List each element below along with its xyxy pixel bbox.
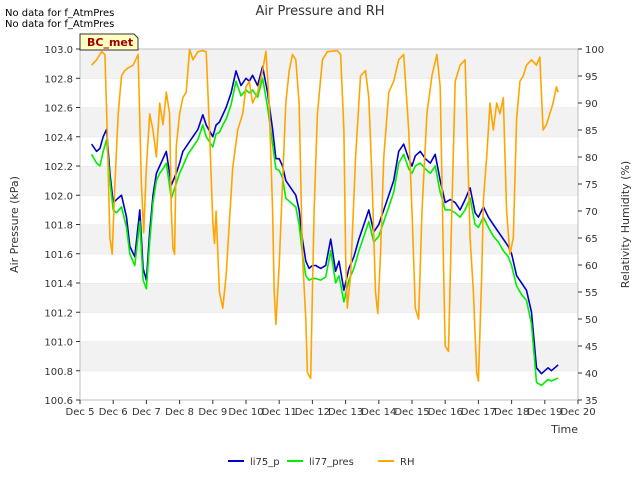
x-tick-label: Dec 15 <box>394 407 429 418</box>
y2-tick-label: 85 <box>585 126 598 137</box>
x-tick-label: Dec 13 <box>328 407 363 418</box>
x-tick-label: Dec 18 <box>494 407 529 418</box>
no-data-notice: No data for f_AtmPres <box>5 8 115 19</box>
y2-tick-label: 50 <box>585 315 598 326</box>
y-tick-label: 101.6 <box>44 250 73 261</box>
chart-title: Air Pressure and RH <box>255 4 384 19</box>
grid-band <box>80 78 578 108</box>
y2-tick-label: 65 <box>585 234 598 245</box>
y2-tick-label: 35 <box>585 396 598 407</box>
grid-band <box>80 283 578 313</box>
legend-label: RH <box>400 457 414 468</box>
series-line-RH <box>91 48 559 382</box>
grid-band <box>80 341 578 371</box>
x-tick-label: Dec 9 <box>198 407 227 418</box>
x-tick-label: Dec 14 <box>361 407 396 418</box>
series-line-li77_pres <box>90 77 559 387</box>
y-tick-label: 102.6 <box>44 104 73 115</box>
y-tick-label: 100.6 <box>44 396 73 407</box>
y2-tick-label: 75 <box>585 180 598 191</box>
grid-band <box>80 370 578 400</box>
y-tick-label: 102.2 <box>44 162 73 173</box>
grid-band <box>80 312 578 342</box>
y-tick-label: 102.4 <box>44 133 73 144</box>
y2-tick-label: 45 <box>585 342 598 353</box>
legend: li75_p li77_pres RH <box>228 457 414 468</box>
y-tick-label: 102.0 <box>44 191 73 202</box>
grid-band <box>80 195 578 225</box>
y-axis-label: Air Pressure (kPa) <box>8 176 21 273</box>
y-tick-label: 102.8 <box>44 74 73 85</box>
y2-tick-label: 60 <box>585 261 598 272</box>
legend-label: li77_pres <box>309 457 354 468</box>
y2-tick-label: 100 <box>585 45 604 56</box>
y-tick-label: 103.0 <box>44 45 73 56</box>
x-tick-label: Dec 10 <box>228 407 263 418</box>
x-tick-label: Dec 16 <box>428 407 463 418</box>
y2-tick-label: 90 <box>585 99 598 110</box>
y2-axis-ticks: 35 40 45 50 55 60 65 70 75 80 85 90 95 100 <box>578 45 604 407</box>
no-data-notice: No data for f_AtmPres <box>5 19 115 30</box>
grid-band <box>80 136 578 166</box>
y2-tick-label: 95 <box>585 72 598 83</box>
x-tick-label: Dec 11 <box>262 407 297 418</box>
y2-tick-label: 40 <box>585 369 598 380</box>
y2-tick-label: 55 <box>585 288 598 299</box>
y-tick-label: 101.4 <box>44 279 73 290</box>
x-tick-label: Dec 20 <box>560 407 595 418</box>
grid-band <box>80 166 578 196</box>
x-tick-label: Dec 6 <box>99 407 128 418</box>
x-tick-label: Dec 17 <box>461 407 496 418</box>
y-axis-ticks: 100.6 100.8 101.0 101.2 101.4 101.6 101.8 102.0… <box>44 45 80 407</box>
y-tick-label: 100.8 <box>44 367 73 378</box>
y-tick-label: 101.0 <box>44 338 73 349</box>
y2-axis-label: Relativity Humidity (%) <box>619 161 632 288</box>
site-badge: BC_met <box>79 33 139 51</box>
site-badge-label: BC_met <box>87 36 133 49</box>
series-line-li75_p <box>90 65 559 375</box>
y-tick-label: 101.2 <box>44 308 73 319</box>
y2-tick-label: 80 <box>585 153 598 164</box>
x-tick-label: Dec 12 <box>295 407 330 418</box>
x-tick-label: Dec 7 <box>132 407 161 418</box>
x-tick-label: Dec 5 <box>66 407 95 418</box>
y2-tick-label: 70 <box>585 207 598 218</box>
series-layer <box>90 48 559 387</box>
x-tick-label: Dec 8 <box>165 407 194 418</box>
x-axis-label: Time <box>550 423 578 436</box>
grid-band <box>80 49 578 79</box>
y-tick-label: 101.8 <box>44 221 73 232</box>
x-tick-label: Dec 19 <box>527 407 562 418</box>
legend-label: li75_p <box>250 457 280 468</box>
